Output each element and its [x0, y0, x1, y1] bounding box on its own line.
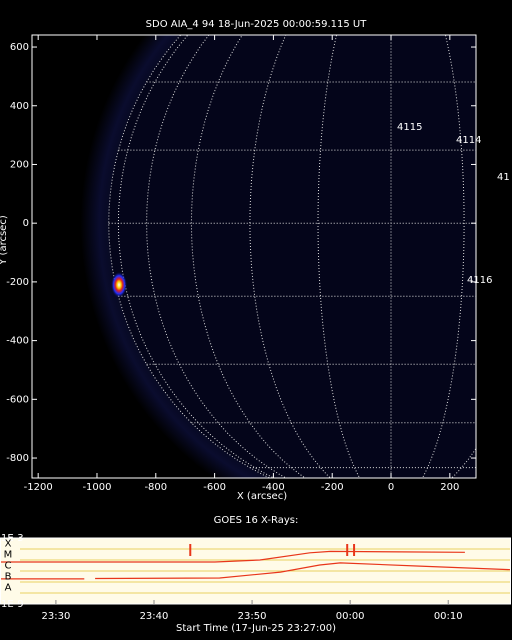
y-tick-label: 0 — [23, 218, 29, 229]
y-tick-label: -800 — [6, 453, 29, 464]
class-label: M — [4, 550, 13, 561]
class-label: C — [5, 561, 12, 572]
x-tick-label: -400 — [262, 482, 285, 493]
y-tick-label: -200 — [6, 277, 29, 288]
x-tick-label: 23:40 — [140, 611, 169, 622]
x-tick-label: 200 — [440, 482, 459, 493]
x-tick-label: 00:00 — [336, 611, 365, 622]
y-tick-label: 600 — [10, 42, 29, 53]
image-area — [80, 35, 476, 478]
x-axis-label: X (arcsec) — [237, 491, 287, 502]
y-tick-label: 200 — [10, 159, 29, 170]
plot-frame — [31, 34, 477, 479]
x-tick-label: -600 — [203, 482, 226, 493]
meridian — [190, 35, 307, 478]
x-tick-label: -1200 — [24, 482, 53, 493]
goes-x-label: Start Time (17-Jun-25 23:27:00) — [176, 623, 336, 634]
y-tick-label: -600 — [6, 394, 29, 405]
x-tick-label: -200 — [321, 482, 344, 493]
class-label: X — [5, 539, 12, 550]
sun-disk — [108, 35, 476, 478]
image-title: SDO AIA_4 94 18-Jun-2025 00:00:59.115 UT — [146, 19, 368, 30]
x-tick-label: -1000 — [82, 482, 111, 493]
x-tick-label: 00:10 — [434, 611, 463, 622]
goes-title: GOES 16 X-Rays: — [214, 515, 299, 526]
meridian — [317, 35, 361, 478]
region-label: 41 — [497, 172, 510, 183]
meridian — [421, 35, 465, 478]
bright-source — [111, 271, 128, 298]
x-tick-label: 23:30 — [41, 611, 70, 622]
class-label: B — [5, 572, 12, 583]
x-tick-label: 0 — [388, 482, 394, 493]
x-tick-label: -800 — [144, 482, 167, 493]
flux-line — [0, 562, 512, 580]
region-label: 4116 — [467, 275, 492, 286]
goes-frame — [0, 537, 511, 605]
region-label: 4114 — [456, 135, 481, 146]
y-axis-label: Y (arcsec) — [0, 215, 9, 266]
y-tick-label: 400 — [10, 101, 29, 112]
flux-line — [0, 550, 465, 563]
region-label: 4115 — [397, 122, 422, 133]
class-label: A — [5, 583, 12, 594]
y-tick-label: 1E-3 — [1, 533, 24, 544]
x-tick-label: 23:50 — [238, 611, 267, 622]
y-tick-label: -400 — [6, 336, 29, 347]
y-tick-label: 1E-9 — [1, 599, 24, 610]
